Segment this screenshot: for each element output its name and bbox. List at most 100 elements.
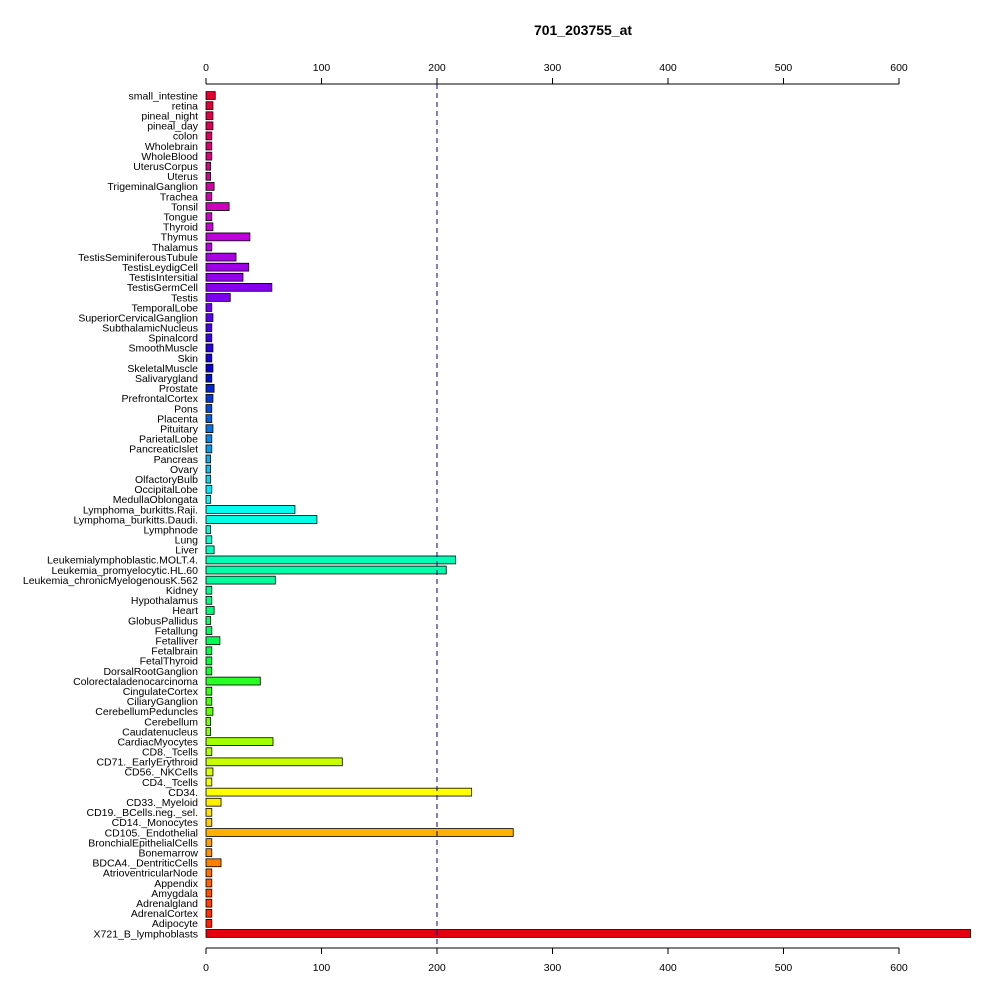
category-label: Colorectaladenocarcinoma [73, 676, 198, 688]
category-label: small_intestine [129, 90, 199, 102]
bar [205, 111, 214, 121]
bar [205, 141, 213, 151]
bar [205, 394, 214, 403]
category-label: Heart [172, 605, 198, 617]
bar [205, 424, 214, 434]
bar [205, 757, 343, 767]
bar [205, 212, 213, 222]
bar [205, 343, 214, 353]
category-label: CerebellumPeduncles [95, 706, 198, 718]
category-label: SmoothMuscle [129, 343, 199, 355]
category-label: Liver [175, 545, 198, 557]
bottom-tick-label: 0 [203, 962, 209, 974]
bar [205, 333, 213, 343]
bar [205, 565, 447, 575]
category-label: GlobusPallidus [128, 615, 198, 627]
category-label: TemporalLobe [131, 302, 198, 314]
bar [205, 787, 473, 797]
top-tick-label: 400 [659, 62, 677, 74]
category-label: Pancreas [154, 454, 198, 466]
category-label: Kidney [166, 585, 199, 597]
bar [205, 707, 214, 716]
bar [205, 495, 212, 504]
top-tick-label: 100 [313, 62, 331, 74]
category-label: Amygdala [151, 888, 198, 900]
bar [205, 414, 213, 423]
bar [205, 182, 215, 191]
category-label: OccipitalLobe [134, 484, 198, 496]
category-label: BDCA4._DentriticCells [92, 858, 198, 870]
bars-group [205, 91, 972, 938]
category-label: CD56._NKCells [124, 767, 198, 779]
bar [205, 888, 213, 898]
chart-title: 701_203755_at [534, 22, 632, 38]
category-label: Leukemia_chronicMyelogenousK.562 [23, 575, 198, 587]
category-label: PancreaticIslet [129, 444, 198, 456]
category-label: Lymphoma_burkitts.Raji. [83, 504, 198, 516]
top-tick-label: 500 [775, 62, 793, 74]
bar [205, 91, 216, 100]
category-label: SuperiorCervicalGanglion [78, 312, 198, 324]
bar [205, 575, 276, 585]
bar [205, 383, 215, 393]
bar [205, 515, 318, 524]
bar [205, 737, 274, 746]
bar [205, 353, 213, 363]
category-label: Thyroid [163, 222, 198, 234]
category-label: WholeBlood [141, 151, 198, 163]
category-label: colon [173, 131, 198, 143]
category-label: CD105._Endothelial [105, 827, 198, 839]
bar [205, 797, 222, 807]
category-label: Lymphnode [144, 524, 199, 536]
bar [205, 252, 237, 262]
category-label: CD4._Tcells [142, 777, 198, 789]
bar [205, 585, 213, 595]
bar [205, 262, 250, 272]
category-label: Tongue [164, 211, 199, 223]
bar [205, 484, 213, 494]
bar [205, 444, 213, 454]
bar [205, 777, 213, 787]
bar [205, 373, 213, 383]
bar [205, 434, 213, 444]
bottom-tick-label: 600 [890, 962, 908, 974]
bar [205, 606, 215, 615]
bottom-tick-label: 200 [428, 962, 446, 974]
bar [205, 222, 214, 232]
bar [205, 727, 212, 736]
bar [205, 767, 214, 777]
category-label: Cerebellum [144, 716, 198, 728]
top-tick-label: 200 [428, 62, 446, 74]
top-tick-label: 0 [203, 62, 209, 74]
bar [205, 656, 213, 666]
bar [205, 828, 514, 837]
category-label: retina [172, 100, 198, 112]
bar [205, 454, 212, 464]
bar [205, 898, 213, 908]
bottom-tick-label: 400 [659, 962, 677, 974]
bar [205, 858, 222, 868]
category-label: Testis [171, 292, 198, 304]
bar [205, 686, 213, 696]
category-label: CD19._BCells.neg._sel. [87, 807, 198, 819]
bar [205, 595, 213, 605]
category-label: Adipocyte [152, 918, 198, 930]
category-label: pineal_day [147, 121, 199, 133]
bar [205, 616, 212, 625]
bar [205, 696, 213, 706]
bar [205, 868, 213, 878]
category-label: Pons [174, 403, 198, 415]
category-label: TrigeminalGanglion [107, 181, 198, 193]
bar [205, 101, 214, 110]
category-label: CD71._EarlyErythroid [96, 757, 198, 769]
bar [205, 363, 214, 373]
bar [205, 505, 296, 514]
bar [205, 908, 213, 918]
category-label: Trachea [160, 191, 198, 203]
category-label: Leukemialymphoblastic.MOLT.4. [47, 555, 198, 567]
category-label: CardiacMyocytes [117, 736, 198, 748]
category-label: Placenta [157, 413, 198, 425]
category-label: Prostate [159, 383, 198, 395]
category-label: Hypothalamus [131, 595, 198, 607]
category-label: TestisIntersitial [129, 272, 198, 284]
